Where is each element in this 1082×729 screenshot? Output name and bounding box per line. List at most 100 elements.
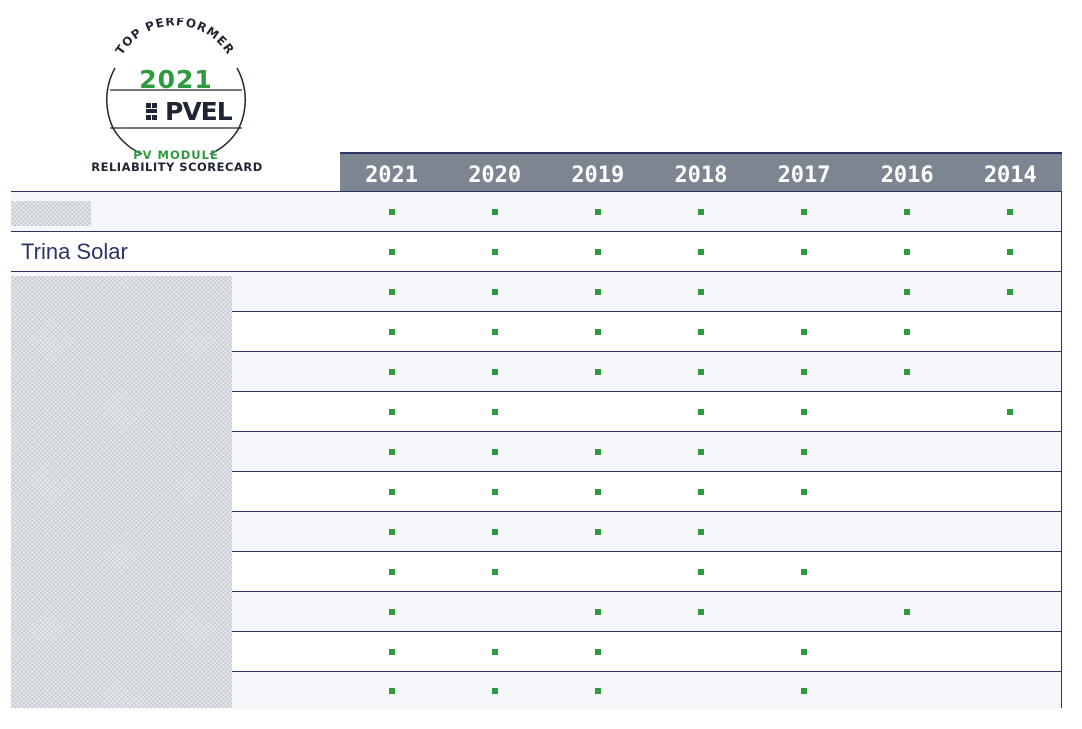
pvel-top-performer-badge: TOP PERFORMER 2021 PVEL PV MODULE RELIAB… — [86, 18, 286, 178]
top-performer-mark-icon — [697, 288, 704, 295]
year-cell-2020 — [443, 392, 546, 431]
year-cell-2017 — [753, 232, 856, 271]
top-performer-mark-icon — [697, 408, 704, 415]
year-cell-2016 — [856, 672, 959, 709]
table-right-border — [1061, 191, 1062, 708]
year-cell-2019 — [546, 592, 649, 631]
year-cell-2014 — [959, 432, 1062, 471]
year-cell-2021 — [340, 192, 443, 231]
year-cell-2014 — [959, 232, 1062, 271]
top-performer-mark-icon — [697, 488, 704, 495]
year-cell-2016 — [856, 352, 959, 391]
top-performer-mark-icon — [388, 408, 395, 415]
year-cell-2019 — [546, 312, 649, 351]
year-cell-2018 — [649, 472, 752, 511]
top-performer-mark-icon — [801, 648, 808, 655]
table-row — [11, 471, 1062, 511]
year-cell-2021 — [340, 232, 443, 271]
year-cell-2016 — [856, 472, 959, 511]
year-cell-2016 — [856, 592, 959, 631]
table-row: Trina Solar — [11, 231, 1062, 271]
top-performer-mark-icon — [388, 568, 395, 575]
year-cell-2014 — [959, 192, 1062, 231]
top-performer-mark-icon — [1007, 288, 1014, 295]
top-performer-mark-icon — [388, 687, 395, 694]
year-cell-2014 — [959, 312, 1062, 351]
top-performer-mark-icon — [904, 608, 911, 615]
top-performer-mark-icon — [801, 368, 808, 375]
top-performer-mark-icon — [491, 208, 498, 215]
top-performer-mark-icon — [491, 687, 498, 694]
year-cell-2019 — [546, 552, 649, 591]
year-cell-2017 — [753, 552, 856, 591]
top-performer-mark-icon — [594, 368, 601, 375]
top-performer-mark-icon — [491, 648, 498, 655]
pvel-logo-text: PVEL — [165, 96, 233, 126]
top-performer-mark-icon — [491, 368, 498, 375]
top-performer-mark-icon — [491, 408, 498, 415]
top-performer-mark-icon — [801, 208, 808, 215]
year-cell-2021 — [340, 472, 443, 511]
badge-year: 2021 — [139, 65, 213, 94]
year-header-2014: 2014 — [983, 163, 1037, 188]
svg-text:TOP PERFORMER: TOP PERFORMER — [113, 18, 238, 57]
top-performer-mark-icon — [594, 528, 601, 535]
year-cell-2018 — [649, 232, 752, 271]
year-cell-2017 — [753, 512, 856, 551]
year-cell-2019 — [546, 512, 649, 551]
top-performer-mark-icon — [594, 208, 601, 215]
top-performer-mark-icon — [594, 328, 601, 335]
top-performer-mark-icon — [594, 248, 601, 255]
year-cell-2021 — [340, 672, 443, 709]
top-performer-mark-icon — [388, 368, 395, 375]
top-performer-mark-icon — [801, 687, 808, 694]
year-cell-2020 — [443, 672, 546, 709]
year-cell-2020 — [443, 432, 546, 471]
year-cell-2019 — [546, 672, 649, 709]
year-cell-2020 — [443, 512, 546, 551]
top-performer-mark-icon — [1007, 248, 1014, 255]
year-cell-2020 — [443, 632, 546, 671]
year-cell-2014 — [959, 272, 1062, 311]
year-cell-2019 — [546, 472, 649, 511]
year-cell-2017 — [753, 312, 856, 351]
top-performer-mark-icon — [904, 248, 911, 255]
year-cell-2018 — [649, 512, 752, 551]
top-performer-mark-icon — [594, 488, 601, 495]
year-cell-2021 — [340, 592, 443, 631]
year-cell-2016 — [856, 432, 959, 471]
top-performer-mark-icon — [388, 208, 395, 215]
year-cell-2016 — [856, 632, 959, 671]
top-performer-mark-icon — [801, 448, 808, 455]
year-cell-2018 — [649, 552, 752, 591]
badge-reliability-scorecard: RELIABILITY SCORECARD — [91, 160, 263, 174]
year-cell-2017 — [753, 392, 856, 431]
top-performer-mark-icon — [904, 208, 911, 215]
top-performer-mark-icon — [388, 488, 395, 495]
year-cell-2019 — [546, 632, 649, 671]
manufacturer-cell — [11, 192, 340, 231]
year-cell-2018 — [649, 312, 752, 351]
top-performer-mark-icon — [594, 288, 601, 295]
year-cell-2017 — [753, 472, 856, 511]
year-cell-2016 — [856, 392, 959, 431]
year-cell-2016 — [856, 552, 959, 591]
year-cell-2019 — [546, 232, 649, 271]
year-cell-2018 — [649, 592, 752, 631]
year-cell-2020 — [443, 552, 546, 591]
top-performer-mark-icon — [491, 448, 498, 455]
year-cell-2021 — [340, 552, 443, 591]
top-performer-mark-icon — [697, 448, 704, 455]
year-cell-2021 — [340, 392, 443, 431]
top-performer-mark-icon — [801, 248, 808, 255]
top-performer-mark-icon — [904, 288, 911, 295]
top-performer-mark-icon — [1007, 208, 1014, 215]
year-cell-2014 — [959, 632, 1062, 671]
top-performer-mark-icon — [801, 408, 808, 415]
year-header-row: 2021 2020 2019 2018 2017 2016 2014 — [340, 152, 1062, 193]
year-cell-2014 — [959, 672, 1062, 709]
year-cell-2017 — [753, 192, 856, 231]
year-cell-2018 — [649, 192, 752, 231]
year-cell-2021 — [340, 512, 443, 551]
year-cell-2014 — [959, 472, 1062, 511]
